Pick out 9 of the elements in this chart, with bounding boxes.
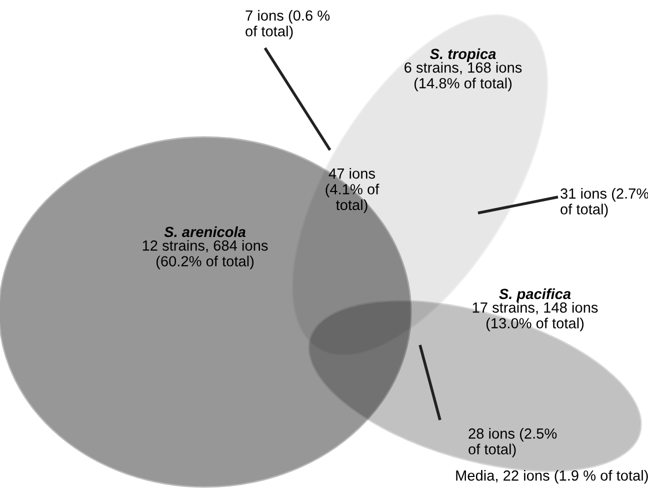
text: 28 ions (2.5% of total) (468, 428, 557, 458)
category-label: S. tropica (430, 48, 496, 62)
data-label: 17 strains, 148 ions (13.0% of total) (472, 302, 598, 332)
category-label: S. arenicola (164, 226, 246, 238)
text: 7 ions (0.6 % of total) (246, 10, 330, 40)
category-label: S. pacifica (499, 288, 571, 302)
data-label: 12 strains, 684 ions (60.2% of total) (142, 240, 268, 270)
text: Media, 22 ions (1.9 % of total) (456, 470, 648, 484)
data-label: 6 strains, 168 ions (14.8% of total) (404, 62, 522, 92)
